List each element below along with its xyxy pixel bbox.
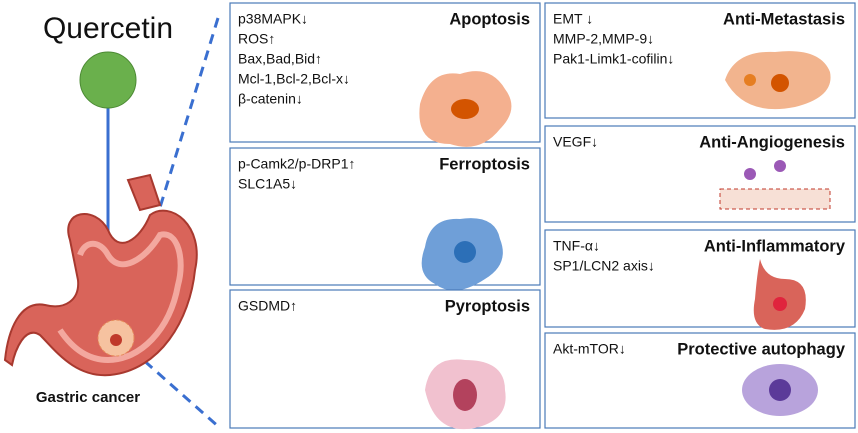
quercetin-node (79, 51, 137, 109)
title: Quercetin (43, 12, 173, 45)
panel-line: Pak1-Limk1-cofilin↓ (553, 51, 674, 67)
icon (774, 160, 786, 172)
icon (769, 379, 791, 401)
icon (771, 74, 789, 92)
icon (719, 188, 831, 210)
panel-line: SLC1A5↓ (238, 176, 297, 192)
panel-line: p38MAPK↓ (238, 11, 308, 27)
panel-line: p-Camk2/p-DRP1↑ (238, 156, 355, 172)
panel-title: Ferroptosis (439, 155, 530, 173)
icon (744, 168, 756, 180)
panel-line: TNF-α↓ (553, 238, 600, 254)
panel-title: Pyroptosis (445, 297, 530, 315)
panel-title: Anti-Angiogenesis (699, 133, 845, 151)
icon (744, 74, 756, 86)
icon (753, 259, 806, 330)
icon (454, 241, 476, 263)
panel-line: Akt-mTOR↓ (553, 341, 626, 357)
panel-line: EMT ↓ (553, 11, 593, 27)
panel-line: MMP-2,MMP-9↓ (553, 31, 654, 47)
panel-title: Anti-Inflammatory (704, 237, 846, 255)
panel-title: Protective autophagy (677, 340, 846, 358)
icon (453, 379, 477, 411)
panel-title: Apoptosis (449, 10, 530, 28)
panel-line: VEGF↓ (553, 134, 598, 150)
panel-line: Mcl-1,Bcl-2,Bcl-x↓ (238, 71, 350, 87)
panel-line: Bax,Bad,Bid↑ (238, 51, 322, 67)
panel-line: β-catenin↓ (238, 91, 303, 107)
stomach (3, 173, 198, 377)
label: Gastric cancer (36, 389, 140, 406)
panel-title: Anti-Metastasis (723, 10, 845, 28)
icon (773, 297, 787, 311)
zoom-line (131, 348, 221, 430)
panel-line: ROS↑ (238, 31, 275, 47)
panel-line: SP1/LCN2 axis↓ (553, 258, 655, 274)
panel-line: GSDMD↑ (238, 298, 297, 314)
icon (451, 99, 479, 119)
